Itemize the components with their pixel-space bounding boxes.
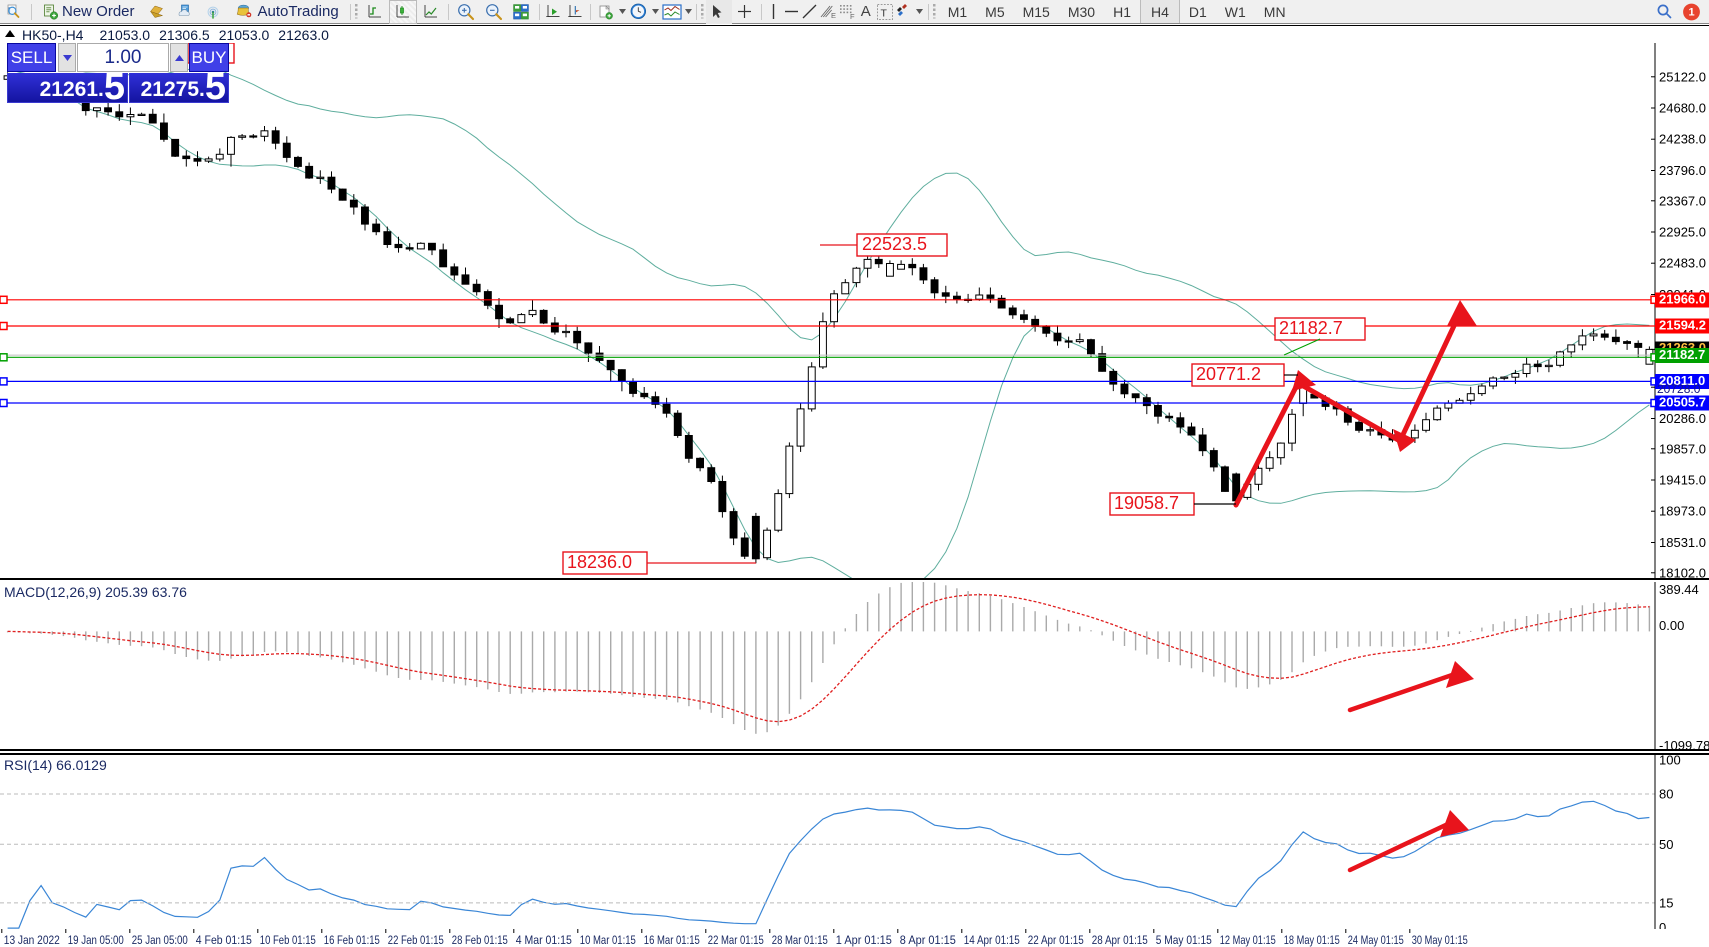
svg-text:22 Mar 01:15: 22 Mar 01:15 <box>708 933 764 947</box>
svg-text:10 Feb 01:15: 10 Feb 01:15 <box>260 933 316 947</box>
svg-text:10 Mar 01:15: 10 Mar 01:15 <box>580 933 636 947</box>
svg-text:22 Feb 01:15: 22 Feb 01:15 <box>388 933 444 947</box>
svg-text:20771.2: 20771.2 <box>1196 364 1261 384</box>
svg-text:16 Feb 01:15: 16 Feb 01:15 <box>324 933 380 947</box>
svg-text:21182.7: 21182.7 <box>1279 318 1343 338</box>
svg-text:19 Jan 05:00: 19 Jan 05:00 <box>68 933 124 947</box>
svg-text:4 Mar 01:15: 4 Mar 01:15 <box>516 933 572 947</box>
svg-text:F: F <box>850 12 855 19</box>
svg-text:5 May 01:15: 5 May 01:15 <box>1156 933 1212 947</box>
svg-text:28 Feb 01:15: 28 Feb 01:15 <box>452 933 508 947</box>
svg-text:18 May 01:15: 18 May 01:15 <box>1284 933 1340 947</box>
svg-text:28 Mar 01:15: 28 Mar 01:15 <box>772 933 828 947</box>
svg-text:1 Apr 01:15: 1 Apr 01:15 <box>836 933 892 947</box>
svg-text:22 Apr 01:15: 22 Apr 01:15 <box>1028 933 1084 947</box>
svg-text:14 Apr 01:15: 14 Apr 01:15 <box>964 933 1020 947</box>
svg-text:1: 1 <box>1688 6 1694 18</box>
svg-text:28 Apr 01:15: 28 Apr 01:15 <box>1092 933 1148 947</box>
svg-text:19058.7: 19058.7 <box>1114 493 1179 513</box>
svg-text:4 Feb 01:15: 4 Feb 01:15 <box>196 933 252 947</box>
svg-text:12 May 01:15: 12 May 01:15 <box>1220 933 1276 947</box>
svg-text:T: T <box>880 7 887 19</box>
svg-text:8 Apr 01:15: 8 Apr 01:15 <box>900 933 956 947</box>
svg-text:E: E <box>831 11 836 19</box>
svg-text:13 Jan 2022: 13 Jan 2022 <box>4 933 60 947</box>
svg-text:25 Jan 05:00: 25 Jan 05:00 <box>132 933 188 947</box>
svg-text:24 May 01:15: 24 May 01:15 <box>1348 933 1404 947</box>
svg-text:18236.0: 18236.0 <box>567 552 632 572</box>
svg-text:30 May 01:15: 30 May 01:15 <box>1412 933 1468 947</box>
svg-text:16 Mar 01:15: 16 Mar 01:15 <box>644 933 700 947</box>
svg-text:22523.5: 22523.5 <box>862 234 927 254</box>
